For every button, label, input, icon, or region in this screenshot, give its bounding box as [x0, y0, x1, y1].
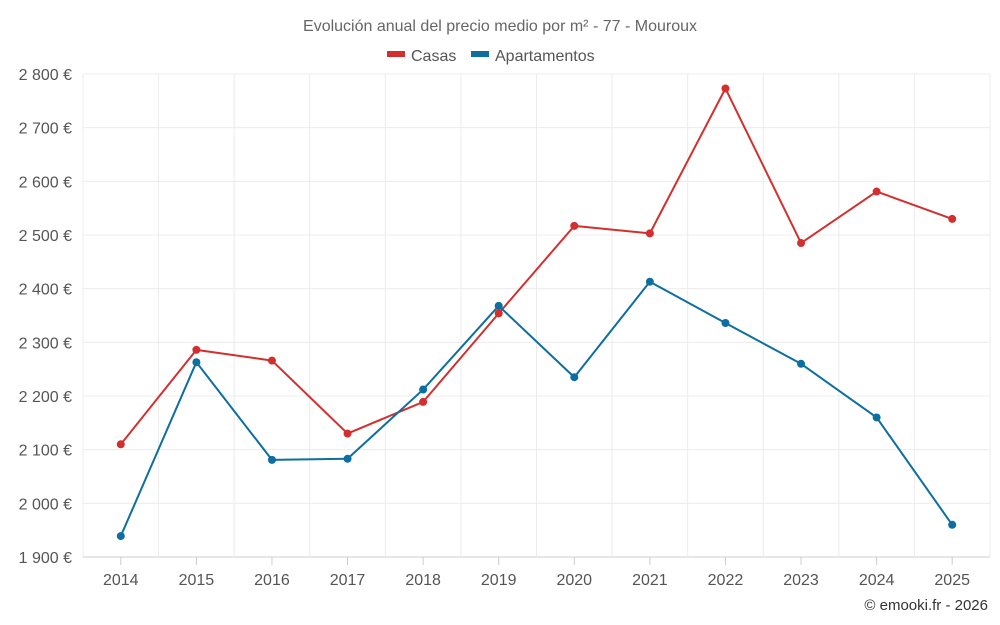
- data-point-apartamentos-2025[interactable]: [948, 520, 957, 529]
- y-tick-label: 2 600 €: [19, 174, 72, 191]
- data-point-casas-2014[interactable]: [116, 440, 125, 449]
- data-point-casas-2023[interactable]: [797, 239, 806, 248]
- chart-title: Evolución anual del precio medio por m² …: [303, 18, 697, 35]
- data-point-casas-2016[interactable]: [267, 356, 276, 365]
- data-point-casas-2015[interactable]: [192, 345, 201, 354]
- data-point-apartamentos-2020[interactable]: [570, 373, 579, 382]
- x-tick-label: 2016: [254, 572, 290, 589]
- data-point-apartamentos-2015[interactable]: [192, 358, 201, 367]
- data-point-apartamentos-2024[interactable]: [872, 413, 881, 422]
- y-tick-label: 2 300 €: [19, 335, 72, 352]
- data-point-casas-2018[interactable]: [419, 397, 428, 406]
- data-point-apartamentos-2017[interactable]: [343, 454, 352, 463]
- series-line-casas: [120, 87, 953, 445]
- data-point-casas-2022[interactable]: [721, 84, 730, 93]
- x-tick-label: 2020: [556, 572, 592, 589]
- data-point-apartamentos-2022[interactable]: [721, 319, 730, 328]
- x-tick-label: 2021: [632, 572, 668, 589]
- legend-swatch-casas: [387, 51, 405, 57]
- grid: [82, 73, 991, 558]
- series-layer: [116, 84, 957, 541]
- y-tick-label: 2 200 €: [19, 389, 72, 406]
- legend-item-apartamentos[interactable]: Apartamentos: [471, 48, 595, 65]
- y-tick-label: 2 500 €: [19, 228, 72, 245]
- data-point-apartamentos-2019[interactable]: [494, 301, 503, 310]
- series-line-apartamentos: [119, 280, 954, 537]
- y-tick-label: 2 800 €: [19, 67, 72, 84]
- y-tick-label: 2 400 €: [19, 282, 72, 299]
- x-tick-label: 2015: [179, 572, 215, 589]
- x-tick-label: 2014: [103, 572, 139, 589]
- y-tick-label: 2 100 €: [19, 443, 72, 460]
- legend-label-casas: Casas: [411, 48, 456, 65]
- y-tick-label: 1 900 €: [19, 550, 72, 567]
- data-point-casas-2019[interactable]: [494, 309, 503, 318]
- data-point-apartamentos-2018[interactable]: [419, 385, 428, 394]
- data-point-casas-2017[interactable]: [343, 429, 352, 438]
- x-tick-label: 2024: [859, 572, 895, 589]
- data-point-apartamentos-2014[interactable]: [116, 532, 125, 541]
- y-tick-label: 2 000 €: [19, 496, 72, 513]
- x-tick-label: 2018: [405, 572, 441, 589]
- data-point-apartamentos-2016[interactable]: [267, 455, 276, 464]
- x-tick-label: 2019: [481, 572, 517, 589]
- x-tick-label: 2017: [330, 572, 366, 589]
- legend-swatch-apartamentos: [471, 51, 489, 57]
- data-point-casas-2020[interactable]: [570, 221, 579, 230]
- x-tick-label: 2023: [783, 572, 819, 589]
- legend-label-apartamentos: Apartamentos: [495, 48, 595, 65]
- data-point-casas-2024[interactable]: [872, 187, 881, 196]
- data-point-casas-2025[interactable]: [948, 214, 957, 223]
- x-tick-label: 2025: [934, 572, 970, 589]
- data-point-apartamentos-2023[interactable]: [797, 359, 806, 368]
- legend: Casas Apartamentos: [387, 48, 595, 65]
- y-tick-label: 2 700 €: [19, 121, 72, 138]
- x-axis: 2014 2015 2016 2017 2018 2019 2020 2021 2022 2023…: [103, 557, 970, 589]
- x-tick-label: 2022: [708, 572, 744, 589]
- data-point-casas-2021[interactable]: [645, 229, 654, 238]
- y-axis: 1 900 € 2 000 € 2 100 € 2 200 € 2 300 € 2 400…: [19, 67, 72, 567]
- data-point-apartamentos-2021[interactable]: [645, 277, 654, 286]
- credit-text: © emooki.fr - 2026: [864, 597, 988, 614]
- legend-item-casas[interactable]: Casas: [387, 48, 456, 65]
